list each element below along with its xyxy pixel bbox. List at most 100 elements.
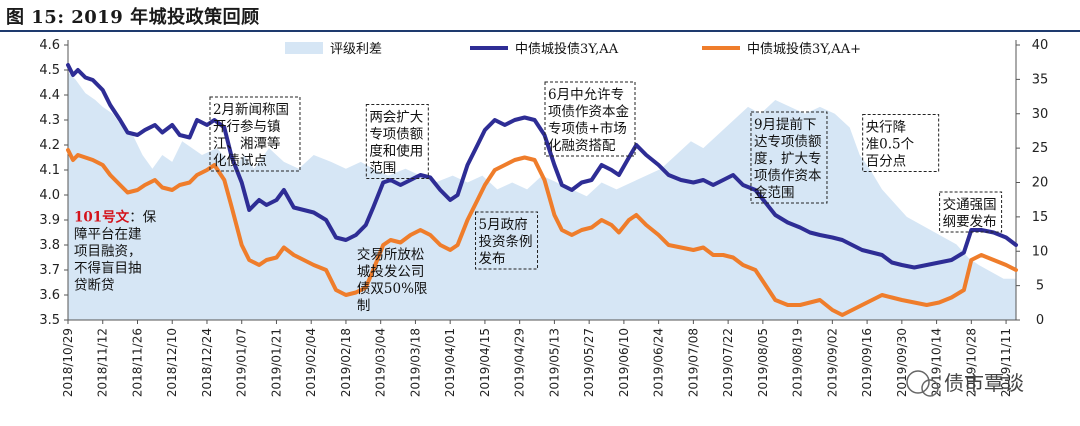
x-tick-label: 2018/10/29: [61, 328, 75, 397]
annotation-box: [939, 191, 1003, 233]
y-left-tick-label: 3.8: [39, 238, 60, 253]
y-right-tick-label: 10: [1032, 244, 1049, 259]
annotation-line: 6月中允许专: [548, 87, 624, 103]
annotations-layer: 2月新闻称国开行参与镇江、湘潭等化债试点两会扩大专项债额度和使用范围6月中允许专…: [74, 81, 1003, 314]
annotation-line: 金范围: [754, 185, 795, 201]
y-left-tick-label: 4.4: [39, 88, 60, 103]
legend-swatch-spread: [285, 42, 323, 54]
x-tick-label: 2019/09/30: [895, 328, 909, 397]
x-tick-label: 2019/07/08: [686, 328, 700, 397]
wechat-icon-bubble: [921, 379, 939, 397]
y-right-tick-label: 30: [1032, 107, 1049, 122]
annotation-box: [862, 114, 940, 172]
x-tick-label: 2019/01/07: [235, 328, 249, 397]
legend: 评级利差 中债城投债3Y,AA 中债城投债3Y,AA+: [285, 41, 861, 57]
x-tick-label: 2019/03/18: [408, 328, 422, 397]
annotation-box: [365, 104, 429, 179]
y-right-tick-label: 0: [1036, 313, 1044, 328]
axes-layer: 3.5 3.6 3.7 3.8 3.9 4.0 4.1 4.2 4.3 4.4 4.5 4.6 0 5 10…: [39, 38, 1048, 397]
annotation-line: 交易所放松: [357, 246, 425, 263]
x-tick-label: 2019/09/16: [860, 328, 874, 397]
y-left-tick-label: 4.1: [39, 163, 60, 178]
y-left-tick-label: 4.3: [39, 113, 60, 128]
annotation-line: 项债作资本: [754, 168, 822, 184]
x-tick-label: 2018/11/12: [96, 328, 110, 397]
x-tick-label: 2018/12/10: [165, 328, 179, 397]
annotation-line: 化融资搭配: [548, 138, 616, 154]
y-left-tick-label: 3.6: [39, 288, 60, 303]
annotation-line: 项债作资本金: [548, 104, 629, 120]
y-left-tick-label: 3.5: [39, 313, 60, 328]
annotation-line: 9月提前下: [754, 116, 817, 133]
legend-label-aa: 中债城投债3Y,AA: [515, 41, 619, 57]
x-tick-label: 2019/01/21: [269, 328, 283, 397]
aa-plus-series-line: [66, 148, 1018, 317]
annotation-line: 2月新闻称国: [213, 102, 289, 118]
spread-area-layer: [68, 72, 1016, 320]
y-left-tick-label: 3.7: [39, 263, 60, 278]
y-left-tick-label: 4.5: [39, 63, 60, 78]
y-right-tick-label: 20: [1032, 176, 1049, 191]
annotation-box: [750, 111, 828, 204]
annotation-line: 央行降: [866, 120, 907, 136]
x-tick-label: 2019/04/29: [513, 328, 527, 397]
x-tick-label: 2019/07/22: [721, 328, 735, 397]
x-tick-label: 2019/02/18: [339, 328, 353, 397]
title-rule: [0, 30, 1080, 32]
annotation-line: 化债试点: [213, 153, 267, 169]
x-tick-label: 2019/06/24: [652, 328, 666, 397]
x-tick-label: 2019/08/19: [791, 328, 805, 397]
x-tick-label: 2018/11/26: [130, 328, 144, 397]
annotation-line: 两会扩大: [369, 110, 423, 126]
y-right-tick-label: 40: [1032, 38, 1049, 53]
spread-area: [68, 72, 1016, 320]
x-tick-label: 2019/02/04: [304, 328, 318, 397]
y-left-tick-label: 4.6: [39, 38, 60, 53]
annotation-line: 专项债额: [369, 127, 423, 143]
x-tick-label: 2019/10/14: [930, 328, 944, 397]
watermark-group: 债市覃谈: [906, 370, 1024, 397]
legend-label-spread: 评级利差: [330, 42, 382, 57]
y-right-tick-label: 25: [1032, 141, 1049, 156]
annotation-line: 101号文：保: [74, 209, 157, 226]
annotation-line: 百分点: [866, 154, 907, 170]
figure-title: 图 15: 2019 年城投政策回顾: [6, 7, 260, 28]
y-left-tick-label: 3.9: [39, 213, 60, 228]
annotation-line: 达专项债额: [754, 134, 822, 150]
x-tick-label: 2019/11/11: [999, 328, 1013, 397]
x-tick-label: 2018/12/24: [200, 328, 214, 397]
x-tick-label: 2019/04/01: [443, 328, 457, 397]
y-left-tick-label: 4.0: [39, 188, 60, 203]
annotation-line: 纲要发布: [943, 214, 997, 230]
y-right-tick-label: 35: [1032, 72, 1049, 87]
annotation-line: 交通强国: [943, 196, 997, 213]
wechat-icon: [906, 370, 930, 394]
legend-label-aa-plus: 中债城投债3Y,AA+: [747, 41, 861, 57]
x-tick-label: 2019/05/13: [547, 328, 561, 397]
annotation-line: 开行参与镇: [213, 118, 281, 135]
annotation-line: 不得盲目抽: [74, 260, 142, 277]
annotation-line: 城投发公司: [357, 264, 425, 280]
annotation-line: 江、湘潭等: [213, 135, 281, 152]
annotation-box: [544, 81, 636, 157]
annotation-line: 专项债+市场: [548, 120, 627, 137]
y-left-tick-label: 4.2: [39, 138, 60, 153]
y-right-tick-label: 15: [1032, 210, 1049, 225]
annotation-line: 障平台在建: [74, 227, 142, 243]
annotation-line: 5月政府: [479, 217, 528, 233]
x-tick-label: 2019/03/04: [374, 328, 388, 397]
annotation-line: 准0.5个: [866, 137, 915, 153]
x-tick-label: 2019/06/10: [617, 328, 631, 397]
y-right-tick-label: 5: [1036, 279, 1044, 294]
x-tick-label: 2019/09/02: [825, 328, 839, 397]
x-tick-label: 2019/08/05: [756, 328, 770, 397]
